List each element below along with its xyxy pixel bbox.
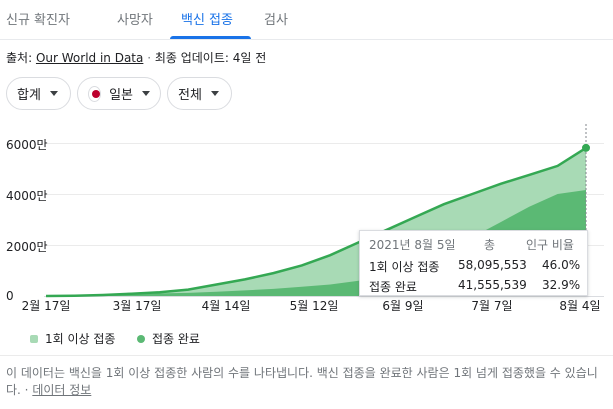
active-tab-indicator xyxy=(170,36,251,39)
gridline xyxy=(44,194,604,195)
legend-label: 1회 이상 접종 xyxy=(45,332,116,346)
legend-first-dose: 1회 이상 접종 xyxy=(30,330,115,347)
source-line: 출처: Our World in Data · 최종 업데이트: 4일 전 xyxy=(6,49,266,66)
tooltip-row-label: 접종 완료 xyxy=(369,280,417,294)
last-updated: 최종 업데이트: 4일 전 xyxy=(154,51,267,65)
range-dropdown[interactable]: 전체 xyxy=(167,77,232,110)
tab-new-cases[interactable]: 신규 확진자 xyxy=(6,13,70,28)
tooltip-date: 2021년 8월 5일 xyxy=(369,238,456,252)
data-info-link[interactable]: 데이터 정보 xyxy=(32,383,92,397)
metric-dropdown[interactable]: 합계 xyxy=(6,77,71,110)
tooltip-row-ratio: 32.9% xyxy=(542,278,581,292)
tab-deaths[interactable]: 사망자 xyxy=(117,13,153,28)
chevron-down-icon xyxy=(142,91,150,96)
tab-tests[interactable]: 검사 xyxy=(264,13,288,28)
divider xyxy=(0,355,613,356)
chart-tooltip: 2021년 8월 5일 총 인구 비율 1회 이상 접종 58,095,553 … xyxy=(359,230,588,296)
first-dose-line xyxy=(45,146,587,298)
legend-swatch xyxy=(137,334,145,343)
y-tick-label: 2000만 xyxy=(6,240,48,254)
hover-point[interactable] xyxy=(582,143,590,152)
legend-label: 접종 완료 xyxy=(152,332,200,346)
gridline xyxy=(44,245,604,246)
gridline xyxy=(44,143,604,144)
japan-flag-icon xyxy=(88,85,102,102)
metric-dropdown-label: 합계 xyxy=(17,88,41,103)
description-separator: · xyxy=(20,383,33,397)
tooltip-row-label: 1회 이상 접종 xyxy=(369,260,440,274)
source-prefix: 출처: xyxy=(6,51,36,65)
source-separator: · xyxy=(143,51,155,65)
tooltip-col-total: 총 xyxy=(484,238,496,252)
x-tick-label: 8월 4일 xyxy=(559,299,601,313)
country-dropdown[interactable]: 일본 xyxy=(77,77,161,110)
chevron-down-icon xyxy=(49,91,58,96)
chevron-down-icon xyxy=(210,91,219,96)
tab-bar: 신규 확진자 사망자 백신 접종 검사 xyxy=(0,0,613,40)
x-tick-label: 5월 12일 xyxy=(289,299,339,313)
tab-vaccination[interactable]: 백신 접종 xyxy=(181,13,233,28)
y-tick-label: 4000만 xyxy=(6,189,48,203)
range-dropdown-label: 전체 xyxy=(178,88,202,103)
tooltip-col-ratio: 인구 비율 xyxy=(526,238,574,252)
x-tick-label: 7월 7일 xyxy=(471,299,513,313)
baseline xyxy=(44,296,604,297)
legend-swatch xyxy=(30,334,38,343)
y-tick-label: 0 xyxy=(6,289,14,303)
x-tick-label: 3월 17일 xyxy=(112,299,162,313)
x-tick-label: 2월 17일 xyxy=(21,299,71,313)
country-dropdown-label: 일본 xyxy=(109,88,133,103)
description-text: 이 데이터는 백신을 1회 이상 접종한 사람의 수를 나타냅니다. 백신 접종… xyxy=(6,366,598,397)
tooltip-row-ratio: 46.0% xyxy=(542,258,581,272)
y-tick-label: 6000만 xyxy=(6,138,48,152)
source-link[interactable]: Our World in Data xyxy=(35,51,144,65)
x-tick-label: 4월 14일 xyxy=(201,299,251,313)
data-description: 이 데이터는 백신을 1회 이상 접종한 사람의 수를 나타냅니다. 백신 접종… xyxy=(6,365,606,399)
tooltip-row-total: 41,555,539 xyxy=(458,278,527,292)
legend-fully-vaccinated: 접종 완료 xyxy=(137,330,200,347)
x-tick-label: 6월 9일 xyxy=(382,299,424,313)
tooltip-row-total: 58,095,553 xyxy=(458,258,527,272)
